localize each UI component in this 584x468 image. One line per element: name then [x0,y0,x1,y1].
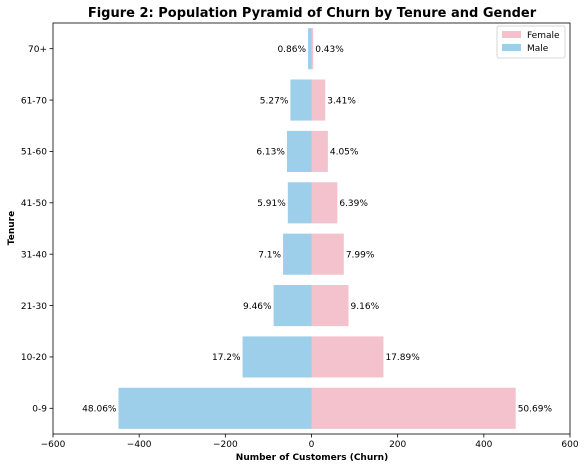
y-tick-label-51-60: 51-60 [21,148,47,158]
bar-male-61-70 [290,79,312,121]
bar-male-41-50 [287,182,312,224]
data-label-male-70+: 0.86% [277,45,306,55]
y-tick-label-0-9: 0-9 [32,405,47,415]
y-tick-label-31-40: 31-40 [21,250,47,260]
bar-female-10-20 [311,336,384,378]
bar-female-70+ [311,28,314,70]
y-axis-label: Tenure [7,211,17,245]
x-tick-label: 400 [475,440,492,450]
data-label-male-61-70: 5.27% [260,96,289,106]
legend-label-female: Female [527,31,560,41]
x-tick-label: −200 [213,440,238,450]
plot-area: 50.69% 17.89% 9.16% 7.99% 6.39% 4.05% 3.41% 0.4… [21,22,579,450]
bar-male-0-9 [118,387,312,429]
bar-male-21-30 [273,285,312,327]
bar-female-21-30 [311,285,349,327]
data-label-male-51-60: 6.13% [256,148,285,158]
x-axis-label: Number of Customers (Churn) [236,453,388,463]
y-tick-label-41-50: 41-50 [21,199,47,209]
x-tick-label: −600 [41,440,66,450]
data-label-female-0-9: 50.69% [518,405,553,415]
bar-male-31-40 [283,233,312,275]
bar-female-51-60 [311,130,328,172]
legend-label-male: Male [527,44,549,54]
data-label-female-70+: 0.43% [315,45,344,55]
y-tick-label-10-20: 10-20 [21,353,47,363]
legend-swatch-male [502,44,521,51]
y-tick-label-21-30: 21-30 [21,302,47,312]
x-tick-label: 600 [561,440,578,450]
y-tick-label-61-70: 61-70 [21,96,47,106]
x-tick-label: −400 [127,440,152,450]
bar-male-10-20 [242,336,312,378]
data-label-female-31-40: 7.99% [346,250,375,260]
bar-female-0-9 [311,387,516,429]
x-tick-label: 0 [309,440,315,450]
legend-swatch-female [502,31,521,38]
data-label-male-10-20: 17.2% [212,353,241,363]
data-label-male-0-9: 48.06% [82,405,117,415]
data-label-female-10-20: 17.89% [385,353,420,363]
x-tick-label: 200 [389,440,406,450]
chart-title: Figure 2: Population Pyramid of Churn by… [88,6,537,21]
bar-female-31-40 [311,233,344,275]
data-label-female-61-70: 3.41% [327,96,356,106]
y-tick-label-70+: 70+ [28,45,47,55]
data-label-female-21-30: 9.16% [351,302,380,312]
bar-male-51-60 [286,130,312,172]
legend: Female Male [496,25,566,59]
data-label-male-21-30: 9.46% [243,302,272,312]
bar-male-70+ [308,28,312,70]
bar-female-61-70 [311,79,326,121]
bar-female-41-50 [311,182,338,224]
data-label-female-41-50: 6.39% [339,199,368,209]
data-label-female-51-60: 4.05% [330,148,359,158]
data-label-male-31-40: 7.1% [258,250,281,260]
data-label-male-41-50: 5.91% [257,199,286,209]
